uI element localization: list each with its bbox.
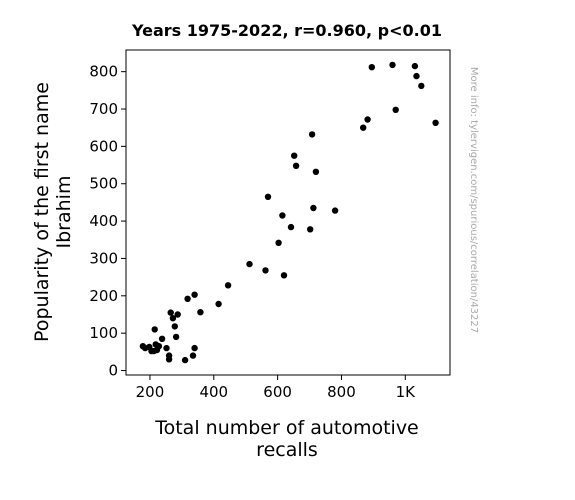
y-axis-label-line-2: Ibrahim: [53, 176, 75, 249]
x-tick-label: 600: [263, 383, 292, 401]
data-point: [312, 168, 320, 175]
data-point: [364, 116, 371, 123]
data-point: [224, 282, 232, 289]
data-point: [165, 356, 173, 363]
data-point: [291, 152, 298, 159]
data-point: [246, 260, 253, 268]
x-tick-label: 1K: [396, 383, 417, 401]
data-point: [413, 72, 420, 80]
y-axis-label-line-1: Popularity of the first name: [31, 82, 53, 342]
x-tick-label: 200: [136, 383, 165, 401]
data-point: [368, 63, 375, 71]
data-point: [389, 61, 396, 69]
data-point: [360, 124, 367, 131]
data-point: [191, 291, 198, 298]
data-point: [184, 295, 191, 302]
watermark: More info: tylervigen.com/spurious/corre…: [468, 67, 479, 333]
data-point: [287, 223, 295, 231]
y-tick-label: 200: [89, 287, 118, 305]
data-point: [155, 343, 163, 350]
y-tick-label: 700: [89, 100, 118, 118]
x-axis-label-line-1: Total number of automotive: [154, 417, 419, 439]
y-tick-label: 300: [89, 249, 118, 267]
plot-area-frame: [125, 49, 451, 376]
y-axis: 0 100 200 300 400 500 600 700 800: [89, 63, 126, 380]
data-point: [167, 309, 174, 316]
data-point: [418, 82, 425, 90]
data-point: [411, 62, 419, 70]
data-point: [174, 311, 181, 318]
data-point: [280, 272, 288, 279]
data-point: [310, 204, 317, 212]
data-point: [215, 300, 222, 308]
data-point: [264, 193, 272, 200]
data-point: [392, 106, 399, 114]
data-point: [279, 212, 286, 219]
y-tick-label: 500: [89, 175, 118, 193]
data-point: [307, 226, 314, 233]
y-tick-label: 0: [108, 362, 118, 380]
data-point: [308, 131, 316, 138]
y-tick-label: 800: [89, 63, 118, 81]
data-point: [151, 326, 158, 333]
data-point: [275, 239, 282, 246]
y-tick-label: 400: [89, 212, 118, 230]
points-layer: [139, 61, 439, 364]
y-tick-label: 600: [89, 137, 118, 155]
data-point: [158, 335, 166, 342]
data-point: [181, 356, 189, 364]
data-point: [197, 309, 204, 316]
data-point: [292, 162, 300, 169]
data-point: [169, 315, 177, 322]
y-tick-label: 100: [89, 324, 118, 342]
data-point: [432, 119, 439, 127]
data-point: [191, 344, 198, 352]
chart-title: Years 1975-2022, r=0.960, p<0.01: [131, 21, 442, 40]
x-axis-label-line-2: recalls: [256, 439, 318, 461]
x-tick-label: 800: [327, 383, 356, 401]
x-tick-label: 400: [199, 383, 228, 401]
x-axis: 200 400 600 800 1K: [136, 375, 417, 401]
data-point: [331, 207, 339, 214]
data-point: [163, 344, 170, 352]
data-point: [189, 352, 197, 359]
data-point: [262, 267, 269, 274]
data-point: [172, 333, 180, 341]
data-point: [171, 323, 178, 330]
